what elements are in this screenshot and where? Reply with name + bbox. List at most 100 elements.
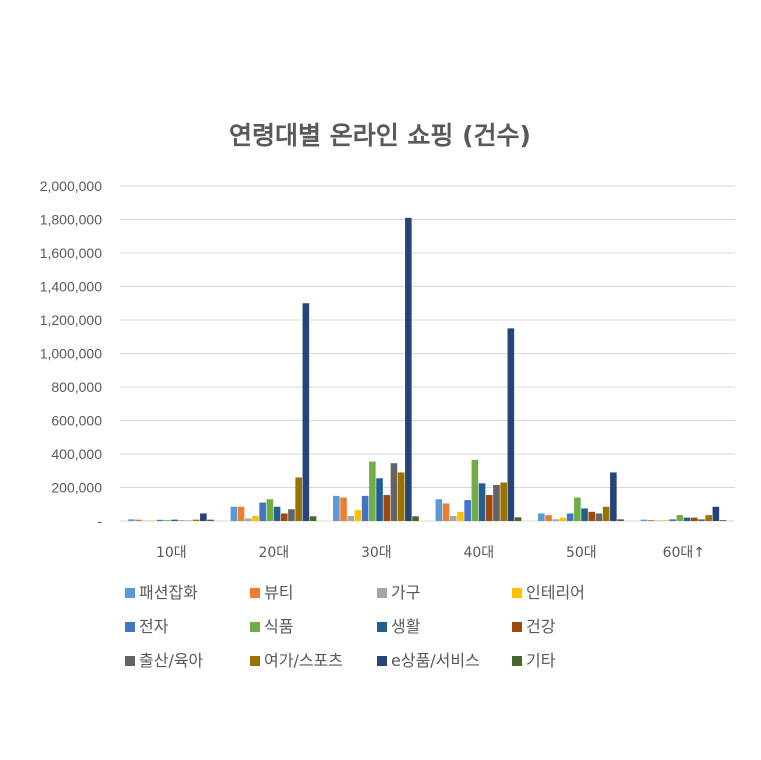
legend-label: 출산/육아: [139, 651, 204, 670]
bar-5-4: [464, 500, 471, 521]
x-tick-label: 30대: [361, 545, 392, 561]
legend-item: 기타: [512, 651, 556, 670]
bar-1-6: [640, 519, 648, 521]
bar-2-2: [237, 506, 245, 521]
y-tick-label: 1,400,000: [40, 279, 102, 295]
bar-2-3: [340, 497, 347, 521]
legend-item: 전자: [125, 617, 169, 636]
bar-7-5: [581, 508, 588, 521]
y-tick-label: 800,000: [51, 379, 102, 395]
bar-8-1: [178, 520, 186, 521]
x-tick-label: 50대: [566, 545, 597, 561]
bar-9-5: [595, 513, 603, 521]
bar-4-6: [662, 520, 669, 521]
legend-swatch: [250, 656, 260, 666]
x-tick-label: 60대↑: [663, 545, 705, 561]
bar-10-1: [192, 519, 200, 521]
legend-swatch: [125, 656, 135, 666]
bar-9-6: [698, 519, 705, 521]
bar-5-3: [361, 495, 369, 522]
bar-1-1: [128, 519, 135, 521]
bar-4-1: [149, 520, 157, 521]
bars: [128, 217, 727, 522]
y-tick-label: 200,000: [51, 480, 102, 496]
bar-6-1: [164, 520, 171, 521]
x-tick-label: 10대: [156, 545, 187, 561]
bar-12-2: [309, 516, 317, 521]
bar-1-3: [333, 495, 340, 522]
bar-1-5: [538, 513, 545, 521]
y-tick-label: 2,000,000: [40, 178, 102, 194]
bar-3-6: [654, 520, 662, 521]
bar-10-3: [397, 472, 405, 521]
legend-item: 패션잡화: [125, 583, 198, 602]
legend-item: 인테리어: [512, 583, 585, 602]
bar-9-3: [390, 463, 398, 521]
x-tick-label: 40대: [463, 545, 494, 561]
legend-swatch: [512, 588, 522, 598]
bar-10-2: [295, 477, 302, 521]
bar-12-4: [514, 517, 522, 521]
bar-7-3: [376, 478, 383, 521]
bar-11-1: [200, 513, 207, 521]
bar-2-4: [442, 503, 450, 521]
y-tick-label: 1,000,000: [40, 346, 102, 362]
bar-2-5: [545, 515, 552, 521]
bar-7-1: [171, 519, 178, 521]
bar-11-6: [712, 506, 720, 521]
legend-swatch: [377, 656, 387, 666]
y-tick-label: 1,600,000: [40, 245, 102, 261]
bar-7-6: [683, 517, 691, 521]
bar-5-6: [669, 519, 676, 521]
bar-10-4: [500, 482, 507, 521]
bar-1-2: [230, 506, 238, 521]
bar-12-6: [719, 520, 727, 521]
bar-6-3: [369, 461, 376, 521]
legend-item: 출산/육아: [125, 651, 204, 670]
legend-label: 생활: [391, 617, 421, 636]
legend-swatch: [377, 622, 387, 632]
legend-item: 여가/스포츠: [250, 651, 343, 670]
bar-2-6: [647, 520, 655, 521]
bar-7-2: [273, 506, 281, 521]
legend-item: 식품: [250, 617, 293, 636]
legend-label: 인테리어: [526, 583, 585, 602]
bar-12-5: [617, 519, 624, 521]
legend-item: 건강: [512, 617, 556, 636]
bar-12-1: [207, 519, 214, 521]
bar-6-4: [471, 459, 479, 521]
legend-item: 가구: [377, 583, 420, 602]
bar-6-2: [266, 499, 274, 521]
bar-9-4: [493, 484, 500, 521]
chart-title: 연령대별 온라인 쇼핑 (건수): [229, 121, 531, 150]
legend-label: 건강: [526, 617, 556, 636]
x-axis-ticks: 10대 20대 30대 40대 50대 60대↑: [156, 545, 705, 561]
y-tick-label: 600,000: [51, 413, 102, 429]
legend-swatch: [377, 588, 387, 598]
legend-item: 뷰티: [250, 583, 293, 602]
bar-9-2: [288, 509, 295, 521]
legend-label: 식품: [264, 617, 293, 636]
bar-3-5: [552, 519, 560, 521]
y-tick-label: 400,000: [51, 446, 102, 462]
bar-11-3: [405, 217, 412, 521]
bar-3-4: [449, 515, 457, 521]
legend-label: 뷰티: [264, 583, 293, 602]
y-tick-label: -: [97, 513, 102, 529]
bar-4-4: [457, 511, 464, 521]
bar-7-4: [478, 483, 486, 521]
legend-label: 패션잡화: [139, 583, 198, 602]
bar-4-2: [252, 515, 259, 521]
legend-swatch: [512, 656, 522, 666]
legend-label: e상품/서비스: [391, 651, 480, 670]
legend-item: 생활: [377, 617, 421, 636]
y-tick-label: 1,200,000: [40, 312, 102, 328]
bar-5-2: [259, 502, 266, 521]
bar-11-4: [507, 328, 515, 522]
x-tick-label: 20대: [258, 545, 289, 561]
y-tick-label: 1,800,000: [40, 212, 102, 228]
y-axis-ticks: - 200,000 400,000 600,000 800,000 1,000,000 1,…: [40, 178, 103, 529]
bar-3-3: [347, 515, 355, 521]
